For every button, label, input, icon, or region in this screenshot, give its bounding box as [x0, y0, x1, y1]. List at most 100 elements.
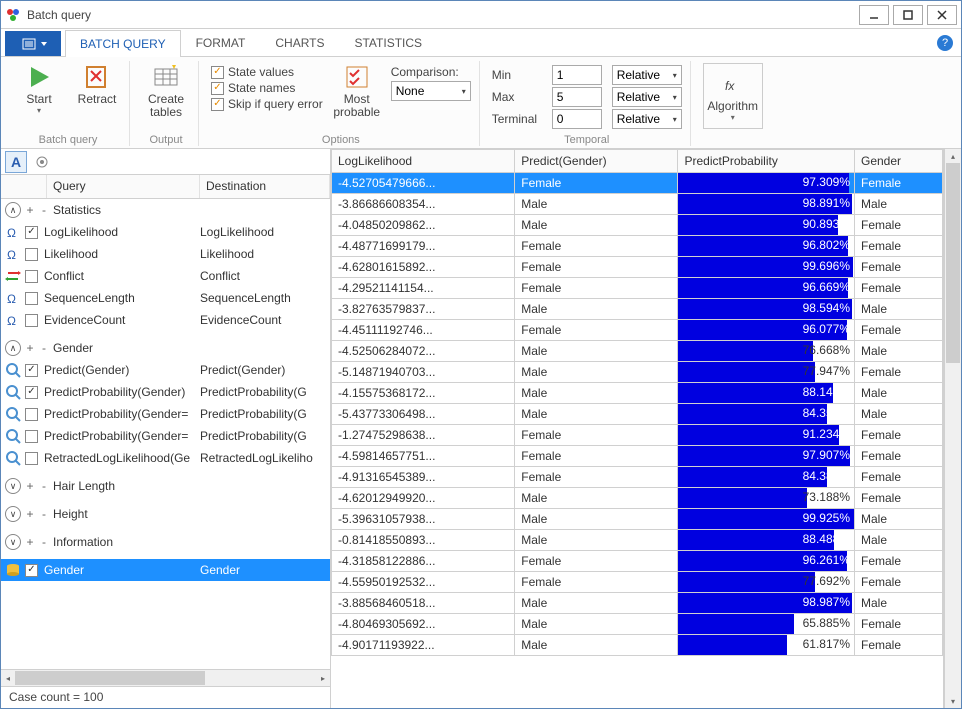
- terminal-mode-select[interactable]: Relative▾: [612, 109, 682, 129]
- table-row[interactable]: -4.52705479666...Female97.309%Female: [332, 173, 943, 194]
- grid-column-header[interactable]: LogLikelihood: [332, 150, 515, 173]
- tree-item-checkbox[interactable]: [25, 314, 38, 327]
- algorithm-button[interactable]: fx Algorithm ▾: [703, 63, 763, 129]
- tree-item[interactable]: PredictProbability(Gender=PredictProbabi…: [1, 425, 330, 447]
- tree-item[interactable]: ConflictConflict: [1, 265, 330, 287]
- minimize-button[interactable]: [859, 5, 889, 25]
- min-mode-select[interactable]: Relative▾: [612, 65, 682, 85]
- table-row[interactable]: -4.62012949920...Male73.188%Female: [332, 488, 943, 509]
- tree-item[interactable]: PredictProbability(Gender)PredictProbabi…: [1, 381, 330, 403]
- tree-item[interactable]: ΩEvidenceCountEvidenceCount: [1, 309, 330, 331]
- table-row[interactable]: -4.59814657751...Female97.907%Female: [332, 446, 943, 467]
- table-row[interactable]: -1.27475298638...Female91.234%Female: [332, 425, 943, 446]
- minus-icon[interactable]: -: [39, 507, 49, 521]
- table-row[interactable]: -4.31858122886...Female96.261%Female: [332, 551, 943, 572]
- results-grid[interactable]: LogLikelihoodPredict(Gender)PredictProba…: [331, 149, 944, 708]
- tree-item-checkbox[interactable]: [25, 430, 38, 443]
- table-row[interactable]: -4.04850209862...Male90.893%Female: [332, 215, 943, 236]
- tree-item[interactable]: PredictProbability(Gender=PredictProbabi…: [1, 403, 330, 425]
- table-row[interactable]: -4.29521141154...Female96.669%Female: [332, 278, 943, 299]
- retract-button[interactable]: Retract: [73, 63, 121, 106]
- minus-icon[interactable]: -: [39, 341, 49, 355]
- max-mode-select[interactable]: Relative▾: [612, 87, 682, 107]
- check-skip-error[interactable]: Skip if query error: [211, 97, 323, 111]
- gear-button[interactable]: [31, 151, 53, 173]
- table-row[interactable]: -4.55950192532...Female77.692%Female: [332, 572, 943, 593]
- plus-icon[interactable]: +: [25, 341, 35, 355]
- maximize-button[interactable]: [893, 5, 923, 25]
- expand-icon[interactable]: ∨: [5, 506, 21, 522]
- plus-icon[interactable]: +: [25, 507, 35, 521]
- tab-charts[interactable]: CHARTS: [260, 29, 339, 56]
- close-button[interactable]: [927, 5, 957, 25]
- tree-item-checkbox[interactable]: [25, 408, 38, 421]
- max-input[interactable]: [552, 87, 602, 107]
- table-row[interactable]: -5.14871940703...Male77.947%Female: [332, 362, 943, 383]
- tree-item[interactable]: ΩLikelihoodLikelihood: [1, 243, 330, 265]
- scroll-thumb[interactable]: [946, 163, 960, 363]
- tree-item[interactable]: RetractedLogLikelihood(GeRetractedLogLik…: [1, 447, 330, 469]
- check-state-names[interactable]: State names: [211, 81, 323, 95]
- plus-icon[interactable]: +: [25, 535, 35, 549]
- tree-item-checkbox[interactable]: [25, 564, 38, 577]
- file-menu-button[interactable]: [5, 31, 61, 56]
- expand-icon[interactable]: ∧: [5, 340, 21, 356]
- tree-header-query[interactable]: Query: [47, 175, 200, 198]
- expand-icon[interactable]: ∧: [5, 202, 21, 218]
- tree-item-checkbox[interactable]: [25, 386, 38, 399]
- table-row[interactable]: -4.48771699179...Female96.802%Female: [332, 236, 943, 257]
- help-icon[interactable]: ?: [937, 35, 953, 51]
- grid-column-header[interactable]: Gender: [854, 150, 942, 173]
- tree-group[interactable]: ∧+-Statistics: [1, 199, 330, 221]
- check-state-values[interactable]: State values: [211, 65, 323, 79]
- table-row[interactable]: -3.86686608354...Male98.891%Male: [332, 194, 943, 215]
- tab-format[interactable]: FORMAT: [181, 29, 261, 56]
- start-button[interactable]: Start ▾: [15, 63, 63, 115]
- tab-statistics[interactable]: STATISTICS: [339, 29, 437, 56]
- table-row[interactable]: -3.82763579837...Male98.594%Male: [332, 299, 943, 320]
- tree-header-destination[interactable]: Destination: [200, 175, 330, 198]
- tree-item-checkbox[interactable]: [25, 270, 38, 283]
- min-input[interactable]: [552, 65, 602, 85]
- table-row[interactable]: -4.45111192746...Female96.077%Female: [332, 320, 943, 341]
- left-scrollbar-horizontal[interactable]: ◂ ▸: [1, 669, 330, 686]
- tree-item[interactable]: ΩSequenceLengthSequenceLength: [1, 287, 330, 309]
- minus-icon[interactable]: -: [39, 535, 49, 549]
- tree-item-checkbox[interactable]: [25, 226, 38, 239]
- tree-item[interactable]: Predict(Gender)Predict(Gender): [1, 359, 330, 381]
- create-tables-button[interactable]: Create tables: [142, 63, 190, 119]
- table-row[interactable]: -5.39631057938...Male99.925%Male: [332, 509, 943, 530]
- grid-column-header[interactable]: Predict(Gender): [515, 150, 678, 173]
- table-row[interactable]: -4.15575368172...Male88.142%Male: [332, 383, 943, 404]
- minus-icon[interactable]: -: [39, 203, 49, 217]
- table-row[interactable]: -4.91316545389...Female84.380%Female: [332, 467, 943, 488]
- table-row[interactable]: -4.52506284072...Male76.668%Male: [332, 341, 943, 362]
- tree-item-checkbox[interactable]: [25, 248, 38, 261]
- filter-alpha-button[interactable]: A: [5, 151, 27, 173]
- terminal-input[interactable]: [552, 109, 602, 129]
- table-row[interactable]: -4.80469305692...Male65.885%Female: [332, 614, 943, 635]
- table-row[interactable]: -0.81418550893...Male88.488%Male: [332, 530, 943, 551]
- tab-batch-query[interactable]: BATCH QUERY: [65, 30, 181, 57]
- table-row[interactable]: -4.62801615892...Female99.696%Female: [332, 257, 943, 278]
- expand-icon[interactable]: ∨: [5, 534, 21, 550]
- tree-item-selected[interactable]: GenderGender: [1, 559, 330, 581]
- tree-item-checkbox[interactable]: [25, 452, 38, 465]
- grid-scrollbar-vertical[interactable]: ▴ ▾: [944, 149, 961, 708]
- table-row[interactable]: -5.43773306498...Male84.356%Male: [332, 404, 943, 425]
- tree-item[interactable]: ΩLogLikelihoodLogLikelihood: [1, 221, 330, 243]
- table-row[interactable]: -3.88568460518...Male98.987%Male: [332, 593, 943, 614]
- plus-icon[interactable]: +: [25, 479, 35, 493]
- tree-item-checkbox[interactable]: [25, 292, 38, 305]
- tree-item-checkbox[interactable]: [25, 364, 38, 377]
- query-tree[interactable]: ∧+-StatisticsΩLogLikelihoodLogLikelihood…: [1, 199, 330, 669]
- plus-icon[interactable]: +: [25, 203, 35, 217]
- most-probable-button[interactable]: Most probable: [333, 63, 381, 119]
- tree-group[interactable]: ∨+-Height: [1, 503, 330, 525]
- table-row[interactable]: -4.90171193922...Male61.817%Female: [332, 635, 943, 656]
- grid-column-header[interactable]: PredictProbability: [678, 150, 855, 173]
- tree-group[interactable]: ∧+-Gender: [1, 337, 330, 359]
- comparison-select[interactable]: None▾: [391, 81, 471, 101]
- expand-icon[interactable]: ∨: [5, 478, 21, 494]
- tree-group[interactable]: ∨+-Information: [1, 531, 330, 553]
